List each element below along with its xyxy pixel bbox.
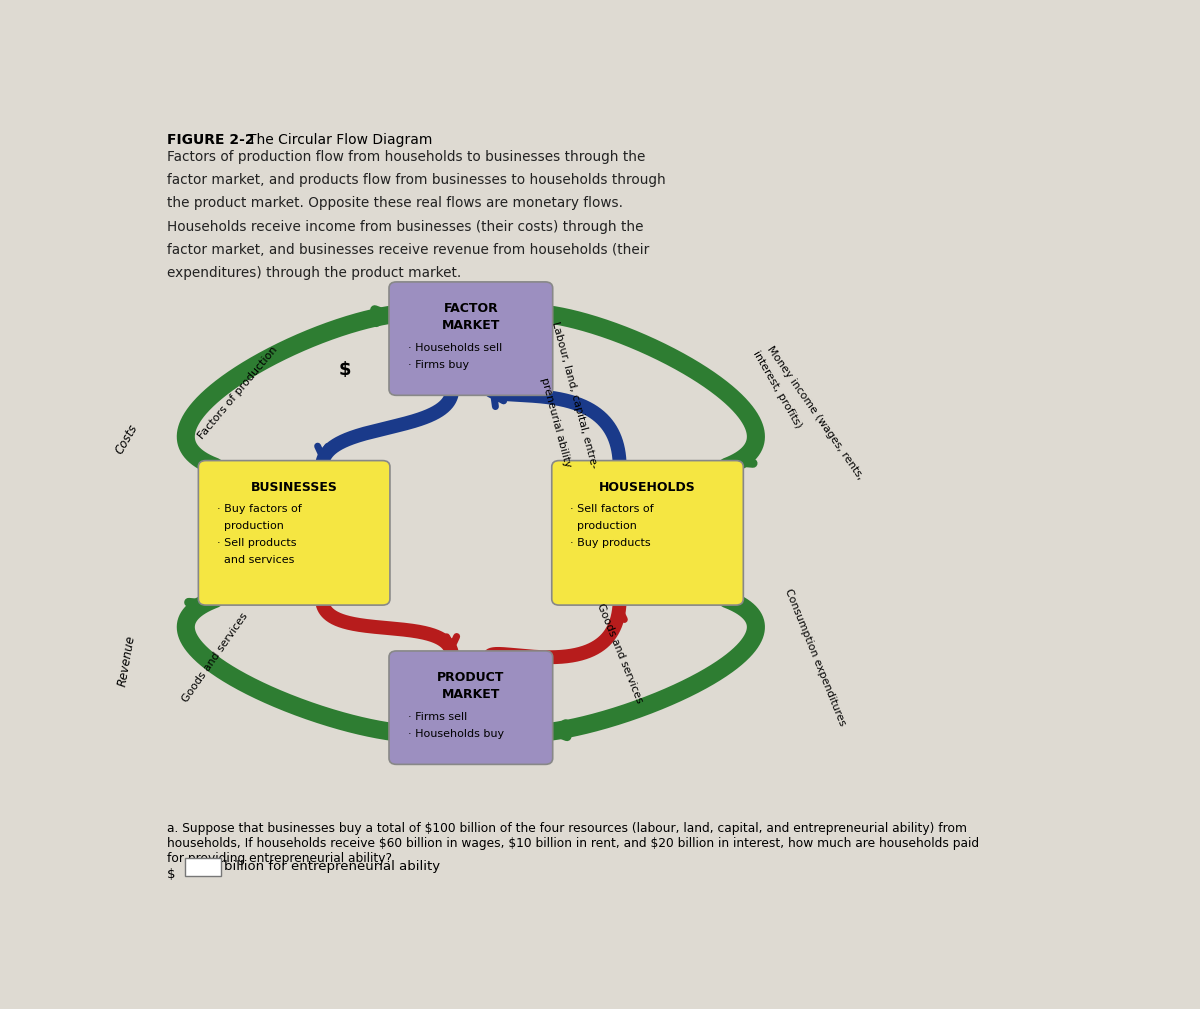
FancyBboxPatch shape [198,460,390,605]
Text: Factors of production flow from households to businesses through the: Factors of production flow from househol… [167,149,646,163]
FancyBboxPatch shape [185,858,221,876]
Text: · Buy products: · Buy products [570,538,650,548]
Text: BUSINESSES: BUSINESSES [251,481,337,493]
Text: Money income (wages, rents,: Money income (wages, rents, [764,344,865,481]
Text: a. Suppose that businesses buy a total of $100 billion of the four resources (la: a. Suppose that businesses buy a total o… [167,822,979,865]
FancyBboxPatch shape [389,651,553,765]
Text: Goods and services: Goods and services [595,602,644,704]
Text: $: $ [167,869,175,882]
Text: · Firms sell: · Firms sell [408,711,467,721]
Text: PRODUCT: PRODUCT [437,671,504,684]
Text: Costs: Costs [113,423,140,457]
Text: Goods and services: Goods and services [180,610,250,703]
FancyBboxPatch shape [552,460,743,605]
FancyBboxPatch shape [389,282,553,396]
Text: MARKET: MARKET [442,319,500,332]
Text: FACTOR: FACTOR [444,302,498,315]
Text: factor market, and products flow from businesses to households through: factor market, and products flow from bu… [167,174,666,187]
Text: production: production [217,522,284,531]
Text: billion for entrepreneurial ability: billion for entrepreneurial ability [224,861,440,874]
Text: FIGURE 2-2: FIGURE 2-2 [167,133,254,146]
Text: Consumption expenditures: Consumption expenditures [782,587,847,727]
Text: the product market. Opposite these real flows are monetary flows.: the product market. Opposite these real … [167,197,623,211]
Text: · Households buy: · Households buy [408,728,504,739]
Text: and services: and services [217,555,294,565]
Text: Revenue: Revenue [116,635,138,688]
Text: Factors of production: Factors of production [197,345,280,441]
Text: · Sell factors of: · Sell factors of [570,504,654,515]
Text: · Households sell: · Households sell [408,342,502,352]
Text: HOUSEHOLDS: HOUSEHOLDS [599,481,696,493]
Text: expenditures) through the product market.: expenditures) through the product market… [167,266,461,281]
Text: MARKET: MARKET [442,688,500,701]
Text: interest, profits): interest, profits) [751,349,804,430]
Text: preneurial ability: preneurial ability [539,376,572,468]
Text: production: production [570,522,637,531]
Text: The Circular Flow Diagram: The Circular Flow Diagram [247,133,432,146]
Text: · Buy factors of: · Buy factors of [217,504,301,515]
Text: Labour, land, capital, entre-: Labour, land, capital, entre- [550,320,599,469]
Text: Households receive income from businesses (their costs) through the: Households receive income from businesse… [167,220,643,234]
Text: $: $ [340,360,352,378]
Text: · Firms buy: · Firms buy [408,359,469,369]
Text: factor market, and businesses receive revenue from households (their: factor market, and businesses receive re… [167,243,649,257]
Text: · Sell products: · Sell products [217,538,296,548]
